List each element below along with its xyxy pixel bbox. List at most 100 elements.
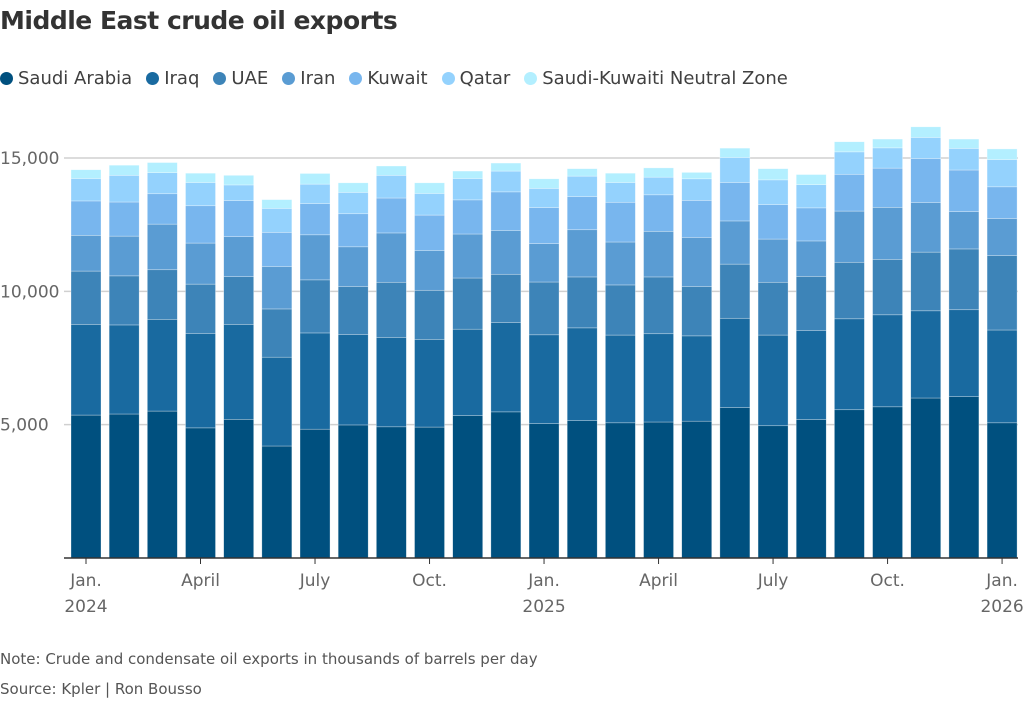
bar-segment xyxy=(643,276,674,335)
bar-segment xyxy=(795,330,827,420)
chart-source: Source: Kpler | Ron Bousso xyxy=(0,680,202,698)
bar-segment xyxy=(643,333,674,423)
bar-segment xyxy=(643,176,674,196)
bar-segment xyxy=(910,202,942,253)
bar-segment xyxy=(185,427,216,559)
bar-segment xyxy=(299,279,331,334)
bar-segment xyxy=(986,148,1018,160)
bar-segment xyxy=(719,182,751,222)
chart-title: Middle East crude oil exports xyxy=(0,6,398,35)
bar-segment xyxy=(452,328,484,416)
bar-segment xyxy=(108,201,140,237)
bar-segment xyxy=(223,184,254,201)
bar-segment xyxy=(681,286,713,337)
y-tick-label: 15,000 xyxy=(0,149,59,169)
bar-segment xyxy=(757,238,789,283)
chart-note: Note: Crude and condensate oil exports i… xyxy=(0,650,538,668)
bar-segment xyxy=(681,420,713,559)
bar-segment xyxy=(719,263,751,319)
bar-segment xyxy=(948,148,980,171)
legend-swatch xyxy=(282,72,296,85)
bar-segment xyxy=(757,179,789,205)
bar-segment xyxy=(147,269,178,320)
bar-segment xyxy=(337,182,369,193)
bar-segment xyxy=(108,324,140,415)
legend-swatch xyxy=(213,72,227,85)
bar-segment xyxy=(452,415,484,559)
bar-segment xyxy=(70,270,102,325)
bar-segment xyxy=(834,318,865,411)
y-tick-label: 5,000 xyxy=(0,416,49,436)
bar-segment xyxy=(910,126,942,138)
bar-segment xyxy=(795,240,827,277)
bar-segment xyxy=(948,169,980,212)
bar-segment xyxy=(299,428,331,559)
bar-segment xyxy=(414,250,445,291)
bar-segment xyxy=(452,178,484,201)
legend-item: UAE xyxy=(213,68,268,89)
x-tick-year-label: 2025 xyxy=(522,597,565,617)
bar-segment xyxy=(261,356,293,447)
bar-segment xyxy=(719,317,751,408)
x-tick-label: Jan. xyxy=(69,571,102,591)
bar-segment xyxy=(108,413,140,559)
bar-segment xyxy=(261,208,293,233)
x-tick-label: April xyxy=(639,571,678,591)
bar-segment xyxy=(261,266,293,310)
bar-segment xyxy=(376,232,407,283)
bar-segment xyxy=(414,182,445,194)
bar-segment xyxy=(108,275,140,326)
x-tick-year-label: 2026 xyxy=(980,597,1023,617)
x-tick-label: April xyxy=(181,571,220,591)
bar-segment xyxy=(223,324,254,420)
bar-segment xyxy=(414,214,445,251)
bar-segment xyxy=(605,284,636,336)
legend-label: Kuwait xyxy=(367,68,428,89)
bar-segment xyxy=(452,199,484,235)
bar-segment xyxy=(834,151,865,175)
bar-segment xyxy=(414,193,445,216)
bar-segment xyxy=(986,255,1018,331)
bar-segment xyxy=(261,445,293,559)
bar-segment xyxy=(643,231,674,278)
bar-segment xyxy=(70,169,102,179)
bar-segment xyxy=(872,259,903,316)
bar-segment xyxy=(986,329,1018,424)
legend-item: Iraq xyxy=(146,68,199,89)
bar-segment xyxy=(719,157,751,183)
bar-segment xyxy=(757,425,789,559)
bar-segment xyxy=(566,420,598,559)
bar-segment xyxy=(681,178,713,201)
bar-segment xyxy=(376,281,407,338)
legend-item: Iran xyxy=(282,68,335,89)
bar-segment xyxy=(70,414,102,559)
bar-segment xyxy=(376,165,407,176)
bar-segment xyxy=(299,234,331,281)
bar-segment xyxy=(185,172,216,183)
bar-segment xyxy=(452,277,484,330)
bar-segment xyxy=(414,289,445,340)
legend-swatch xyxy=(349,72,363,85)
bar-segment xyxy=(147,193,178,225)
bar-segment xyxy=(490,170,522,193)
y-tick-label: 10,000 xyxy=(0,282,59,302)
x-tick-label: Oct. xyxy=(870,571,905,591)
bar-segment xyxy=(566,276,598,329)
legend-item: Kuwait xyxy=(349,68,428,89)
bar-segment xyxy=(337,192,369,215)
bar-segment xyxy=(795,207,827,242)
bar-segment xyxy=(185,205,216,244)
bar-segment xyxy=(643,167,674,178)
legend-label: UAE xyxy=(231,68,269,89)
bar-segment xyxy=(147,410,178,559)
bar-segment xyxy=(223,419,254,559)
legend-label: Saudi-Kuwaiti Neutral Zone xyxy=(542,68,788,89)
bar-segment xyxy=(910,137,942,159)
bar-segment xyxy=(147,319,178,412)
bar-segment xyxy=(757,204,789,240)
legend: Saudi Arabia Iraq UAE Iran Kuwait Qatar Saudi-… xyxy=(0,68,802,89)
bar-segment xyxy=(376,197,407,234)
bar-segment xyxy=(490,162,522,172)
bar-segment xyxy=(147,223,178,271)
bar-segment xyxy=(757,168,789,181)
